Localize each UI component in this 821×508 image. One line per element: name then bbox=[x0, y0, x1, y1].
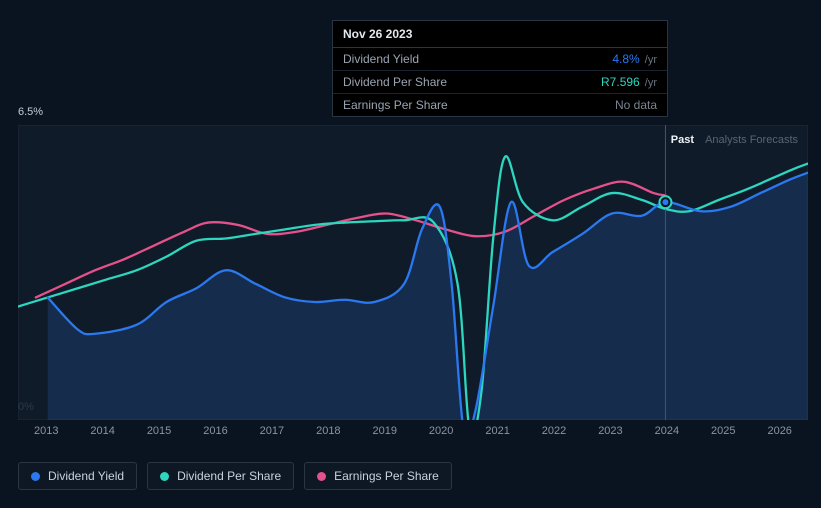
x-tick: 2026 bbox=[751, 425, 807, 445]
x-tick: 2021 bbox=[469, 425, 525, 445]
x-tick: 2017 bbox=[244, 425, 300, 445]
tooltip-row-label: Dividend Per Share bbox=[343, 75, 601, 89]
x-tick: 2016 bbox=[187, 425, 243, 445]
legend-item-dividend-yield[interactable]: Dividend Yield bbox=[18, 462, 137, 490]
tooltip-row-value: 4.8% /yr bbox=[612, 52, 657, 66]
tooltip-row-label: Earnings Per Share bbox=[343, 98, 615, 112]
tooltip-row-label: Dividend Yield bbox=[343, 52, 612, 66]
toggle-forecast[interactable]: Analysts Forecasts bbox=[705, 134, 798, 146]
x-tick: 2014 bbox=[74, 425, 130, 445]
period-toggle: Past Analysts Forecasts bbox=[663, 134, 798, 146]
legend-label: Dividend Per Share bbox=[177, 469, 281, 483]
legend-dot bbox=[31, 472, 40, 481]
tooltip-row: Dividend Per ShareR7.596 /yr bbox=[333, 71, 667, 94]
x-tick: 2015 bbox=[131, 425, 187, 445]
tooltip-row-value: R7.596 /yr bbox=[601, 75, 657, 89]
x-tick: 2023 bbox=[582, 425, 638, 445]
legend-item-earnings-per-share[interactable]: Earnings Per Share bbox=[304, 462, 452, 490]
x-tick: 2020 bbox=[413, 425, 469, 445]
tooltip-row: Dividend Yield4.8% /yr bbox=[333, 48, 667, 71]
tooltip-row: Earnings Per ShareNo data bbox=[333, 94, 667, 116]
plot-area[interactable] bbox=[18, 125, 808, 420]
chart-tooltip: Nov 26 2023 Dividend Yield4.8% /yrDivide… bbox=[332, 20, 668, 117]
x-tick: 2018 bbox=[300, 425, 356, 445]
legend-item-dividend-per-share[interactable]: Dividend Per Share bbox=[147, 462, 294, 490]
x-tick: 2024 bbox=[639, 425, 695, 445]
x-tick: 2019 bbox=[357, 425, 413, 445]
x-axis: 2013201420152016201720182019202020212022… bbox=[18, 425, 808, 445]
legend: Dividend Yield Dividend Per Share Earnings… bbox=[18, 462, 452, 490]
legend-label: Earnings Per Share bbox=[334, 469, 439, 483]
chart-container: 6.5% 0% Past Analysts Forecasts 20132014… bbox=[18, 105, 808, 445]
tooltip-row-value: No data bbox=[615, 98, 657, 112]
x-tick: 2025 bbox=[695, 425, 751, 445]
x-tick: 2013 bbox=[18, 425, 74, 445]
x-tick: 2022 bbox=[526, 425, 582, 445]
legend-dot bbox=[160, 472, 169, 481]
legend-label: Dividend Yield bbox=[48, 469, 124, 483]
legend-dot bbox=[317, 472, 326, 481]
y-axis-max: 6.5% bbox=[18, 106, 43, 118]
tooltip-date: Nov 26 2023 bbox=[333, 21, 667, 48]
toggle-past[interactable]: Past bbox=[671, 134, 694, 146]
